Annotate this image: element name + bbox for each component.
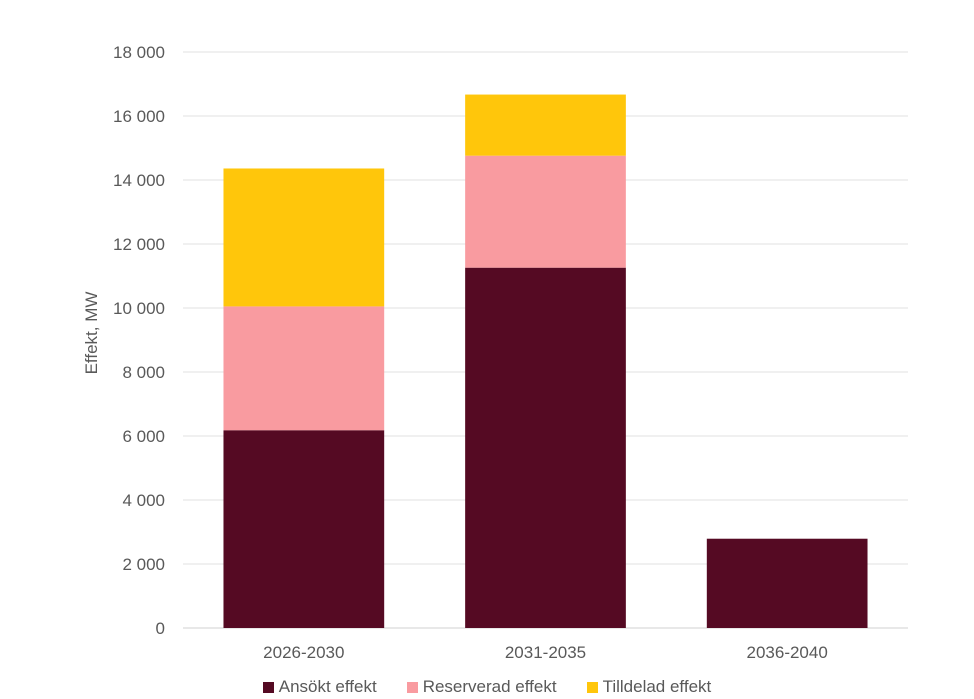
legend-item: Reserverad effekt bbox=[406, 676, 557, 698]
legend-swatch bbox=[406, 681, 418, 693]
legend-label: Tilldelad effekt bbox=[602, 677, 712, 696]
bar-segment bbox=[465, 267, 626, 628]
y-tick-label: 2 000 bbox=[122, 555, 165, 574]
bar-segment bbox=[223, 306, 385, 431]
legend-label: Ansökt effekt bbox=[278, 677, 377, 696]
x-tick-label: 2036-2040 bbox=[747, 643, 828, 662]
x-axis-ticks: 2026-2030 2031-2035 2036-2040 bbox=[263, 643, 828, 662]
legend-label: Reserverad effekt bbox=[422, 677, 557, 696]
y-tick-label: 12 000 bbox=[113, 235, 165, 254]
y-tick-label: 6 000 bbox=[122, 427, 165, 446]
legend-item: Ansökt effekt bbox=[262, 676, 377, 698]
bar-segment bbox=[706, 538, 868, 628]
y-tick-label: 0 bbox=[156, 619, 165, 638]
legend-swatch bbox=[586, 681, 598, 693]
bars bbox=[223, 94, 868, 628]
legend-item: Tilldelad effekt bbox=[586, 676, 712, 698]
y-tick-label: 16 000 bbox=[113, 107, 165, 126]
bar-segment bbox=[465, 94, 626, 156]
y-tick-label: 18 000 bbox=[113, 43, 165, 62]
bar-segment bbox=[223, 430, 385, 628]
x-tick-label: 2026-2030 bbox=[263, 643, 344, 662]
legend-swatch bbox=[262, 681, 274, 693]
stacked-bar-chart: 0 2 000 4 000 6 000 8 000 10 000 12 000 14 000 1… bbox=[82, 43, 908, 662]
y-tick-label: 8 000 bbox=[122, 363, 165, 382]
y-tick-label: 4 000 bbox=[122, 491, 165, 510]
y-axis-label: Effekt, MW bbox=[82, 292, 101, 375]
y-tick-label: 14 000 bbox=[113, 171, 165, 190]
y-tick-label: 10 000 bbox=[113, 299, 165, 318]
y-axis-ticks: 0 2 000 4 000 6 000 8 000 10 000 12 000 14 000 1… bbox=[113, 43, 165, 638]
chart-legend: Ansökt effekt Reserverad effekt Tilldelad … bbox=[0, 676, 974, 698]
bar-segment bbox=[465, 155, 626, 268]
x-tick-label: 2031-2035 bbox=[505, 643, 586, 662]
bar-segment bbox=[223, 168, 385, 307]
